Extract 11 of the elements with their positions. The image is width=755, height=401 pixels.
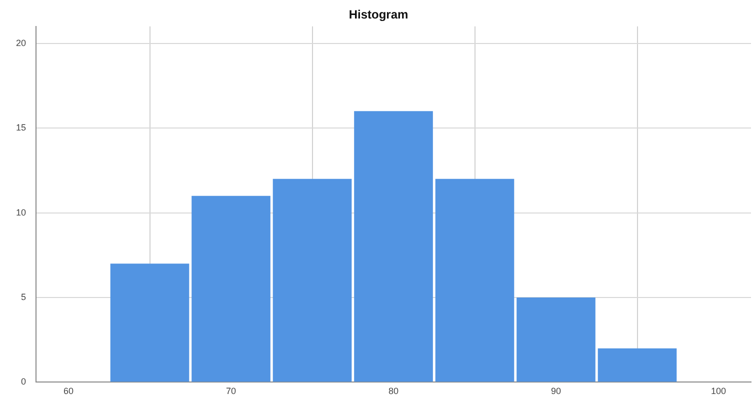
x-tick-label: 100 (710, 386, 726, 396)
y-tick-label: 20 (16, 38, 26, 48)
x-tick-label: 70 (226, 386, 236, 396)
chart-title: Histogram (348, 8, 408, 22)
y-tick-label: 15 (16, 122, 26, 133)
x-tick-label: 80 (388, 386, 399, 396)
y-tick-label: 10 (16, 207, 26, 218)
y-tick-label: 0 (20, 376, 26, 387)
x-tick-label: 90 (550, 386, 562, 396)
x-tick-label: 60 (64, 386, 74, 396)
y-tick-label: 5 (20, 292, 26, 302)
